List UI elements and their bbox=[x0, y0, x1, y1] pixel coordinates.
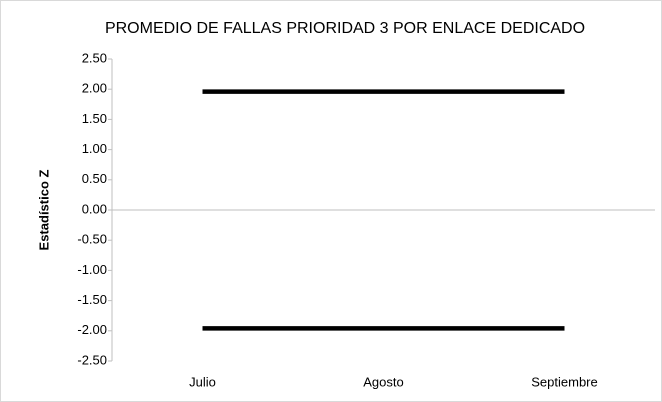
y-tick-label: -2.50 bbox=[77, 352, 107, 367]
y-tick-label: -2.00 bbox=[77, 322, 107, 337]
y-axis-label: Estadístico Z bbox=[36, 169, 51, 250]
x-tick-label: Septiembre bbox=[531, 374, 597, 389]
y-tick-label: 0.00 bbox=[82, 201, 107, 216]
chart-title: PROMEDIO DE FALLAS PRIORIDAD 3 POR ENLAC… bbox=[105, 20, 585, 37]
x-tick-label: Agosto bbox=[363, 374, 403, 389]
y-tick-label: 2.00 bbox=[82, 81, 107, 96]
y-tick-label: -1.50 bbox=[77, 292, 107, 307]
y-tick-label: 2.50 bbox=[82, 50, 107, 65]
y-tick-label: 1.50 bbox=[82, 111, 107, 126]
y-tick-label: 0.50 bbox=[82, 171, 107, 186]
y-tick-label: -0.50 bbox=[77, 232, 107, 247]
y-tick-label: 1.00 bbox=[82, 141, 107, 156]
y-tick-label: -1.00 bbox=[77, 262, 107, 277]
x-tick-label: Julio bbox=[189, 374, 216, 389]
